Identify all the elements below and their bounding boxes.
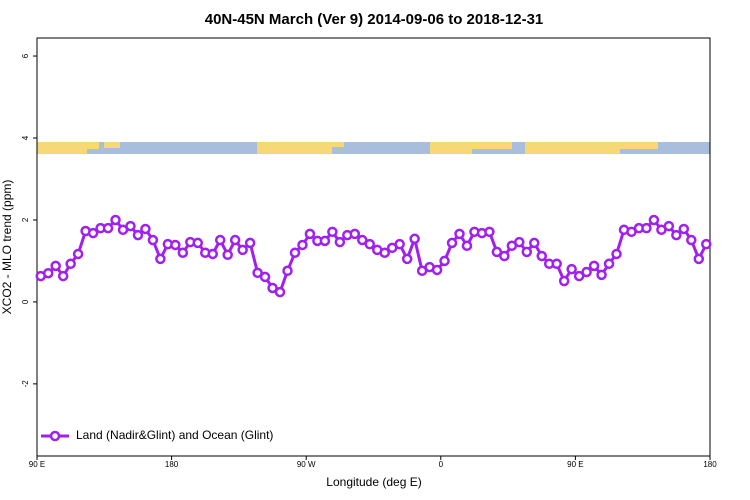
land-strip (104, 142, 120, 148)
data-point (439, 255, 450, 267)
x-tick-label: 90 E (29, 460, 45, 469)
data-point (431, 264, 443, 276)
data-point (648, 214, 660, 226)
data-point (529, 237, 540, 249)
land-strip (525, 142, 620, 154)
data-point (244, 237, 256, 249)
data-point (446, 237, 458, 249)
data-point (125, 220, 136, 232)
data-point (57, 270, 69, 282)
data-point (364, 238, 376, 250)
data-point (147, 234, 159, 246)
x-tick-label: 90 E (567, 460, 583, 469)
data-point (289, 247, 301, 258)
data-point (558, 275, 570, 287)
legend-marker (49, 430, 61, 442)
data-point (663, 220, 675, 232)
data-point (603, 258, 615, 270)
data-point (401, 253, 413, 265)
x-axis-label: Longitude (deg E) (326, 475, 421, 489)
data-point (394, 238, 405, 250)
legend-label: Land (Nadir&Glint) and Ocean (Glint) (76, 428, 273, 442)
data-point (319, 235, 331, 247)
data-point (454, 228, 465, 240)
land-strip (472, 142, 512, 149)
y-tick-label: 4 (21, 135, 30, 140)
data-point (409, 233, 420, 245)
y-tick-label: 0 (21, 299, 30, 304)
data-point (192, 237, 204, 249)
data-point (110, 214, 121, 226)
data-point (491, 246, 503, 258)
data-point (484, 226, 495, 238)
data-point (65, 258, 76, 270)
y-tick-label: 6 (21, 53, 30, 58)
data-point (140, 223, 151, 235)
data-point (573, 270, 585, 282)
data-point (327, 226, 338, 238)
data-point (304, 228, 316, 240)
data-point (521, 246, 533, 258)
data-point (155, 253, 166, 265)
data-point (177, 247, 189, 258)
y-axis-label: XCO2 - MLO trend (ppm) (0, 180, 14, 315)
land-strip (87, 142, 99, 149)
data-point (686, 234, 697, 246)
data-point (259, 271, 271, 283)
data-point (214, 234, 226, 246)
x-tick-label: 90 W (297, 460, 316, 469)
data-point (282, 265, 293, 277)
data-point (514, 236, 525, 248)
chart-title: 40N-45N March (Ver 9) 2014-09-06 to 2018… (205, 11, 544, 28)
data-point (267, 282, 278, 294)
data-point (349, 228, 361, 240)
data-point (334, 236, 346, 248)
data-point (566, 263, 577, 275)
land-strip (620, 142, 658, 149)
land-ocean-band (37, 142, 710, 154)
x-tick-label: 180 (703, 460, 717, 469)
data-point (588, 260, 600, 272)
data-point (237, 244, 248, 256)
y-tick-label: -2 (21, 380, 30, 388)
data-point (222, 249, 233, 261)
data-point (132, 229, 144, 241)
x-tick-label: 0 (439, 460, 444, 469)
data-point (229, 234, 241, 246)
data-point (499, 250, 510, 262)
data-point (551, 258, 562, 270)
data-point (379, 247, 390, 258)
data-point (671, 229, 682, 241)
y-tick-label: 2 (21, 217, 30, 222)
land-strip (257, 142, 332, 154)
data-point (581, 266, 592, 278)
data-point (72, 248, 84, 260)
data-point (102, 222, 114, 234)
land-strip (430, 142, 472, 154)
data-point (536, 250, 547, 262)
data-point (678, 223, 690, 235)
data-point (641, 222, 652, 234)
land-strip (332, 142, 344, 147)
data-point (274, 286, 286, 298)
data-point (50, 260, 61, 272)
data-point (461, 240, 473, 252)
data-point (693, 253, 705, 265)
data-point (596, 269, 607, 281)
land-strip (37, 142, 87, 154)
data-point (701, 238, 712, 250)
data-point (252, 267, 263, 279)
data-point (170, 239, 181, 251)
data-point (357, 234, 368, 246)
data-point (297, 239, 308, 251)
data-point (611, 248, 622, 260)
data-point (42, 267, 54, 279)
data-point (207, 248, 218, 260)
data-point (87, 227, 99, 239)
x-tick-label: 180 (165, 460, 179, 469)
